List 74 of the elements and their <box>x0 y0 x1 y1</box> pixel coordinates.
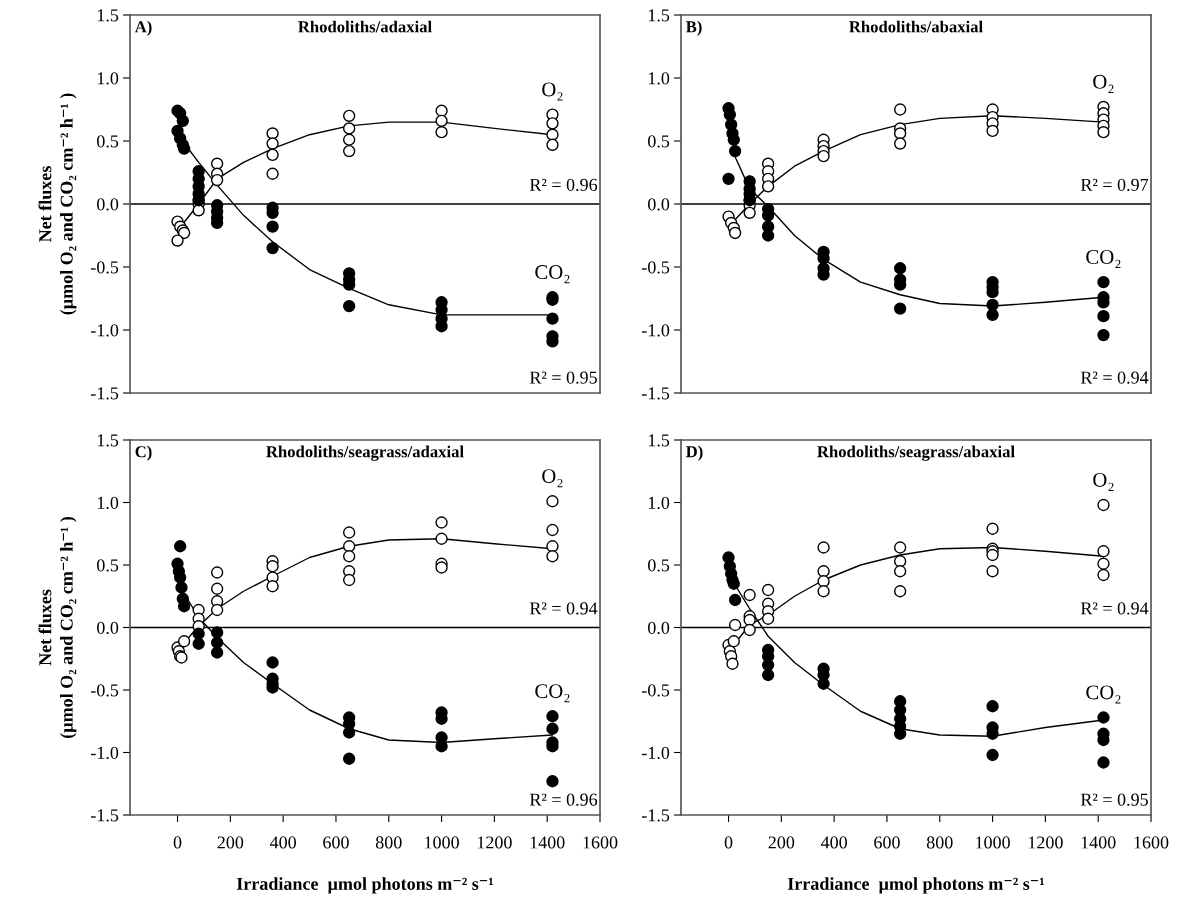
y-tick-label: -0.5 <box>90 684 119 697</box>
x-tick-label: 400 <box>269 836 296 849</box>
series-label: CO₂ <box>1086 685 1121 704</box>
y-tick-label: 0.5 <box>97 559 119 572</box>
x-tick-label: 600 <box>323 836 349 849</box>
y-tick-label: 1.0 <box>97 496 119 510</box>
series-label: O₂ <box>542 82 563 101</box>
x-tick-label: 800 <box>375 836 402 849</box>
y-axis-title: Net fluxes (µmol O₂ and CO₂ cm⁻² h⁻¹ ) <box>38 93 77 315</box>
y-tick-label: -1.0 <box>641 324 670 337</box>
series-label: CO₂ <box>535 265 570 284</box>
annotation: D) <box>685 445 703 461</box>
annotation: R² = 0.96 <box>529 793 598 806</box>
series-label: O₂ <box>1093 74 1114 93</box>
chart-title: Rhodoliths/seagrass/abaxial <box>817 445 1015 461</box>
y-tick-label: -1.0 <box>90 746 119 760</box>
y-tick-label: 0.0 <box>97 621 119 635</box>
x-tick-label: 0 <box>724 836 733 849</box>
chart-title: Rhodoliths/seagrass/adaxial <box>266 445 464 461</box>
x-tick-label: 400 <box>820 836 847 849</box>
x-tick-label: 800 <box>926 836 953 849</box>
x-axis-title: Irradiance µmol photons m⁻² s⁻¹ <box>236 877 494 894</box>
y-tick-label: -1.5 <box>90 809 119 822</box>
y-tick-label: -1.0 <box>90 324 119 337</box>
y-tick-label: -1.5 <box>641 387 670 400</box>
x-tick-label: 1600 <box>583 836 618 849</box>
series-label: CO₂ <box>1086 250 1121 269</box>
y-tick-label: -0.5 <box>641 261 670 274</box>
y-tick-label: -0.5 <box>641 684 670 697</box>
series-label: O₂ <box>1093 472 1114 491</box>
y-tick-label: 1.0 <box>648 496 670 510</box>
annotation: R² = 0.97 <box>1080 178 1149 191</box>
y-tick-label: 0.5 <box>648 559 670 572</box>
x-tick-label: 0 <box>173 836 182 849</box>
y-tick-label: 1.5 <box>97 434 119 447</box>
x-tick-label: 200 <box>768 836 795 849</box>
y-tick-label: 1.0 <box>97 72 119 85</box>
x-tick-label: 1000 <box>425 836 459 849</box>
annotation: A) <box>134 20 152 36</box>
series-label: O₂ <box>542 469 563 488</box>
x-tick-label: 200 <box>217 836 244 849</box>
y-axis-title: Net fluxes (µmol O₂ and CO₂ cm⁻² h⁻¹ ) <box>38 516 77 739</box>
y-tick-label: 1.5 <box>648 9 670 22</box>
y-tick-label: -1.0 <box>641 746 670 760</box>
x-tick-label: 1400 <box>530 836 565 849</box>
y-tick-label: -1.5 <box>90 387 119 400</box>
x-tick-label: 600 <box>874 836 900 849</box>
chart-title: Rhodoliths/abaxial <box>849 20 983 33</box>
x-tick-label: 1000 <box>976 836 1010 849</box>
y-tick-label: 1.5 <box>97 9 119 22</box>
x-tick-label: 1200 <box>1028 836 1063 849</box>
y-tick-label: 1.0 <box>648 72 670 85</box>
chart-title: Rhodoliths/adaxial <box>298 20 432 33</box>
y-tick-label: 1.5 <box>648 434 670 447</box>
annotation: R² = 0.95 <box>1080 793 1148 806</box>
x-tick-label: 1600 <box>1134 836 1169 849</box>
y-tick-label: 0.5 <box>648 135 670 148</box>
annotation: R² = 0.94 <box>529 602 598 615</box>
x-axis-title: Irradiance µmol photons m⁻² s⁻¹ <box>787 877 1045 894</box>
y-tick-label: 0.0 <box>648 621 670 635</box>
annotation: B) <box>685 20 702 36</box>
annotation: R² = 0.95 <box>529 371 597 384</box>
annotation: C) <box>135 445 152 461</box>
y-tick-label: 0.0 <box>97 198 119 211</box>
series-label: CO₂ <box>535 684 570 703</box>
y-tick-label: 0.5 <box>97 135 119 148</box>
y-tick-label: -1.5 <box>641 809 670 822</box>
y-tick-label: -0.5 <box>90 261 119 274</box>
annotation: R² = 0.96 <box>529 178 598 191</box>
annotation: R² = 0.94 <box>1080 371 1149 384</box>
x-tick-label: 1400 <box>1081 836 1116 849</box>
y-tick-label: 0.0 <box>648 198 670 211</box>
x-tick-label: 1200 <box>477 836 512 849</box>
annotation: R² = 0.94 <box>1080 602 1149 615</box>
